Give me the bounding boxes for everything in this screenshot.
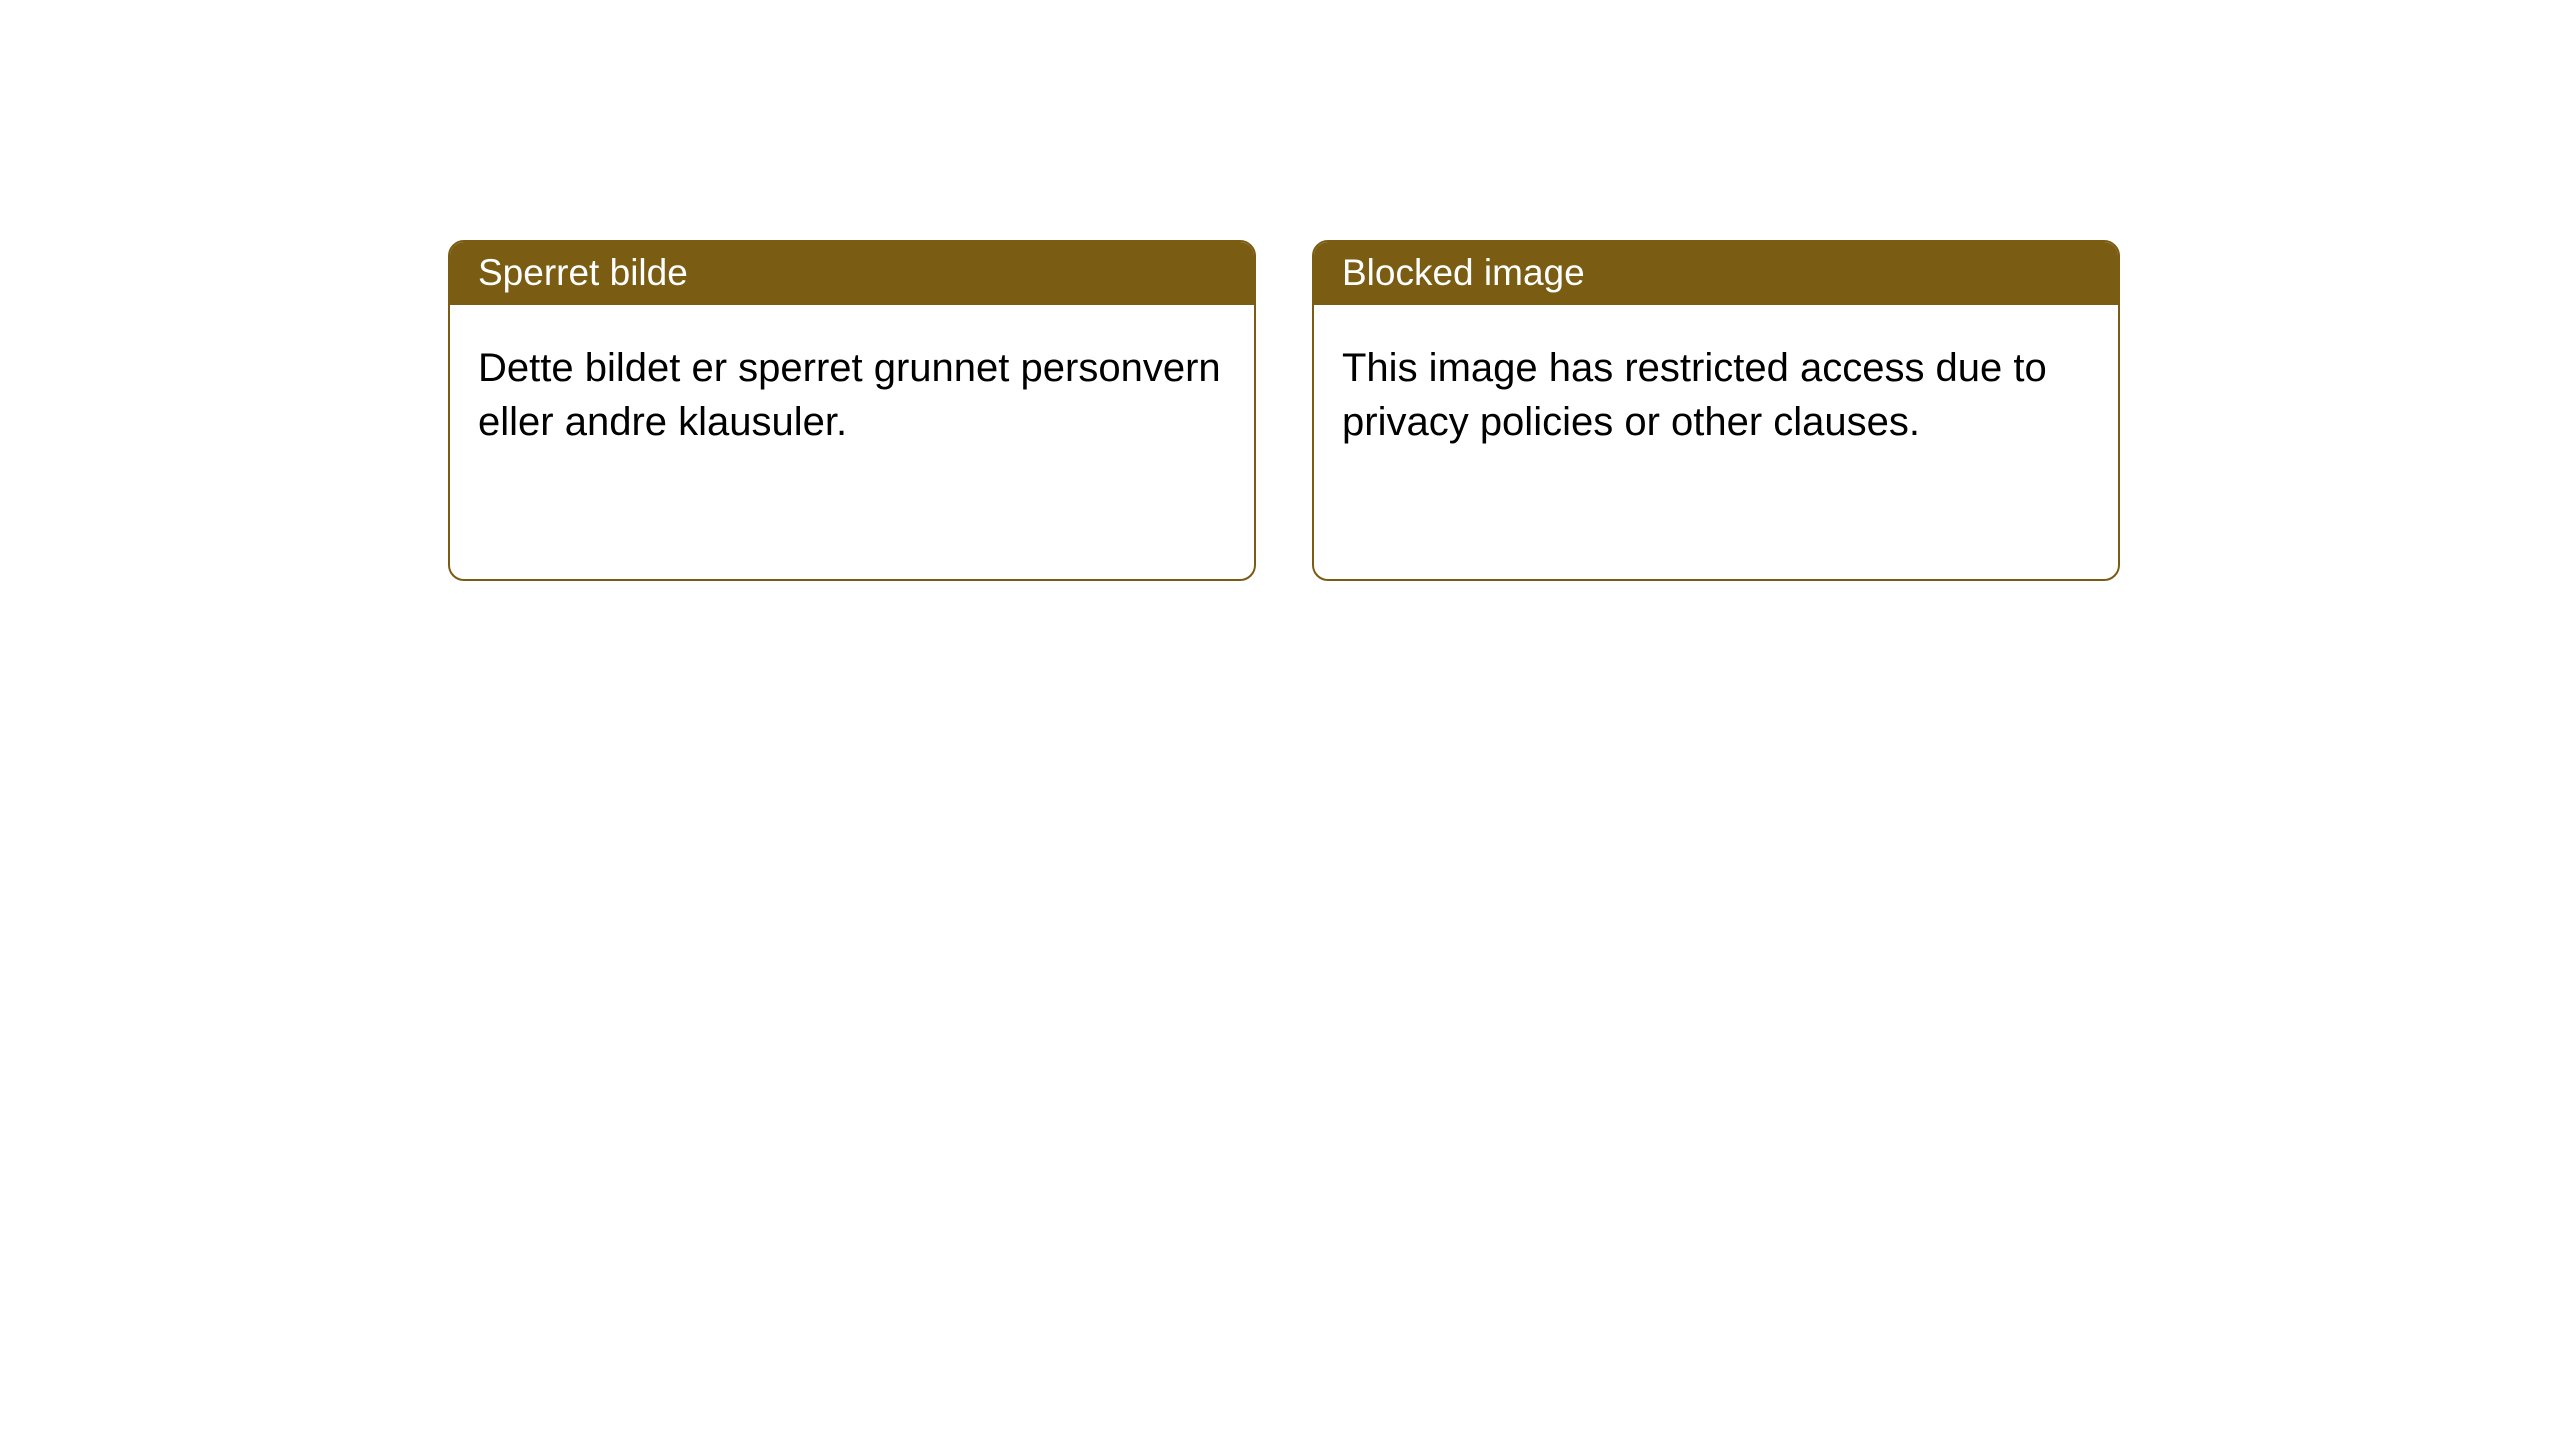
notice-card-no: Sperret bilde Dette bildet er sperret gr… [448, 240, 1256, 581]
notice-card-body-no: Dette bildet er sperret grunnet personve… [450, 305, 1254, 579]
notice-card-en: Blocked image This image has restricted … [1312, 240, 2120, 581]
notice-card-title-en: Blocked image [1314, 242, 2118, 305]
notice-card-title-no: Sperret bilde [450, 242, 1254, 305]
notice-card-body-en: This image has restricted access due to … [1314, 305, 2118, 579]
notice-cards-container: Sperret bilde Dette bildet er sperret gr… [0, 0, 2560, 581]
